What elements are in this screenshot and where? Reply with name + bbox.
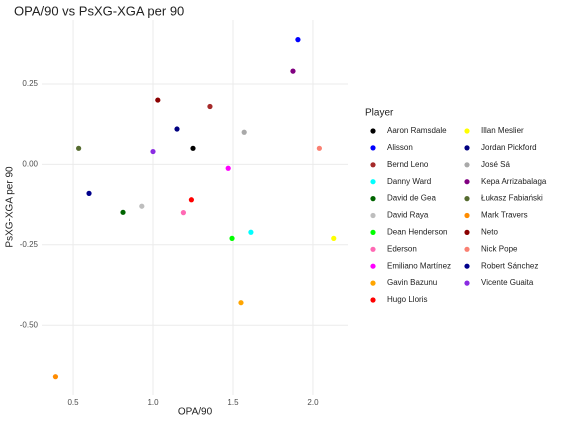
legend-swatch (370, 128, 376, 134)
point (86, 190, 92, 196)
point (331, 235, 337, 241)
y-tick-label: 0.00 (22, 160, 38, 169)
chart-title: OPA/90 vs PsXG-XGA per 90 (14, 3, 184, 18)
point (316, 145, 322, 151)
legend-swatch (370, 212, 376, 219)
x-axis-label: OPA/90 (178, 407, 213, 418)
legend-title: Player (365, 108, 394, 119)
legend-label: David Raya (387, 211, 429, 220)
legend-swatch (464, 212, 470, 219)
point (238, 300, 244, 306)
legend-swatch (370, 179, 376, 185)
x-tick-label: 2.0 (307, 398, 319, 407)
point (180, 210, 187, 216)
legend-label: Illan Meslier (481, 126, 524, 135)
legend-swatch (464, 179, 470, 185)
legend-swatch (370, 263, 376, 269)
point (76, 145, 82, 151)
legend-label: Vicente Guaita (481, 278, 534, 287)
x-tick-label: 1.5 (227, 398, 239, 407)
legend-label: Dean Henderson (387, 228, 447, 237)
legend-label: Bernd Leno (387, 160, 429, 169)
point (150, 148, 156, 155)
legend-label: Alisson (387, 143, 413, 152)
point (290, 68, 296, 74)
point (207, 103, 213, 110)
legend-label: José Sá (481, 160, 510, 169)
point (241, 129, 247, 135)
y-tick-label: -0.50 (20, 320, 39, 329)
legend-swatch (370, 297, 376, 303)
legend-swatch (464, 263, 470, 269)
point (295, 37, 301, 43)
legend-swatch (464, 145, 470, 151)
point (52, 374, 59, 380)
point (188, 197, 195, 203)
point (225, 165, 231, 171)
point (248, 229, 254, 235)
point (155, 97, 161, 103)
legend-label: Gavin Bazunu (387, 278, 437, 287)
legend-swatch (464, 280, 470, 286)
x-tick-label: 0.5 (67, 398, 79, 407)
legend-label: Neto (481, 228, 498, 237)
legend-swatch (464, 246, 470, 252)
legend-swatch (464, 229, 470, 235)
legend-swatch (370, 229, 376, 235)
legend-swatch (370, 280, 376, 286)
y-tick-label: -0.25 (20, 240, 39, 249)
legend-label: Aaron Ramsdale (387, 126, 447, 135)
legend-swatch (464, 196, 470, 202)
legend-label: Łukasz Fabiański (481, 194, 543, 203)
legend-label: Jordan Pickford (481, 143, 537, 152)
legend-label: David de Gea (387, 194, 436, 203)
legend-swatch (370, 162, 376, 168)
legend-swatch (464, 128, 470, 134)
legend-label: Emiliano Martínez (387, 261, 451, 270)
legend-label: Robert Sánchez (481, 261, 538, 270)
point (229, 235, 235, 241)
y-axis-label: PsXG-XGA per 90 (5, 166, 16, 248)
x-tick-label: 1.0 (147, 398, 159, 407)
legend-swatch (464, 162, 470, 168)
legend-swatch (370, 246, 376, 252)
legend-label: Nick Pope (481, 244, 518, 253)
point (139, 203, 145, 209)
point (174, 126, 180, 132)
legend-label: Hugo Lloris (387, 295, 427, 304)
legend-label: Mark Travers (481, 211, 528, 220)
y-tick-label: 0.25 (22, 79, 38, 88)
legend-label: Ederson (387, 244, 417, 253)
legend-label: Kepa Arrizabalaga (481, 177, 547, 186)
legend-swatch (370, 145, 376, 151)
point (120, 209, 126, 215)
legend-label: Danny Ward (387, 177, 431, 186)
legend-swatch (370, 196, 376, 202)
point (190, 145, 196, 151)
